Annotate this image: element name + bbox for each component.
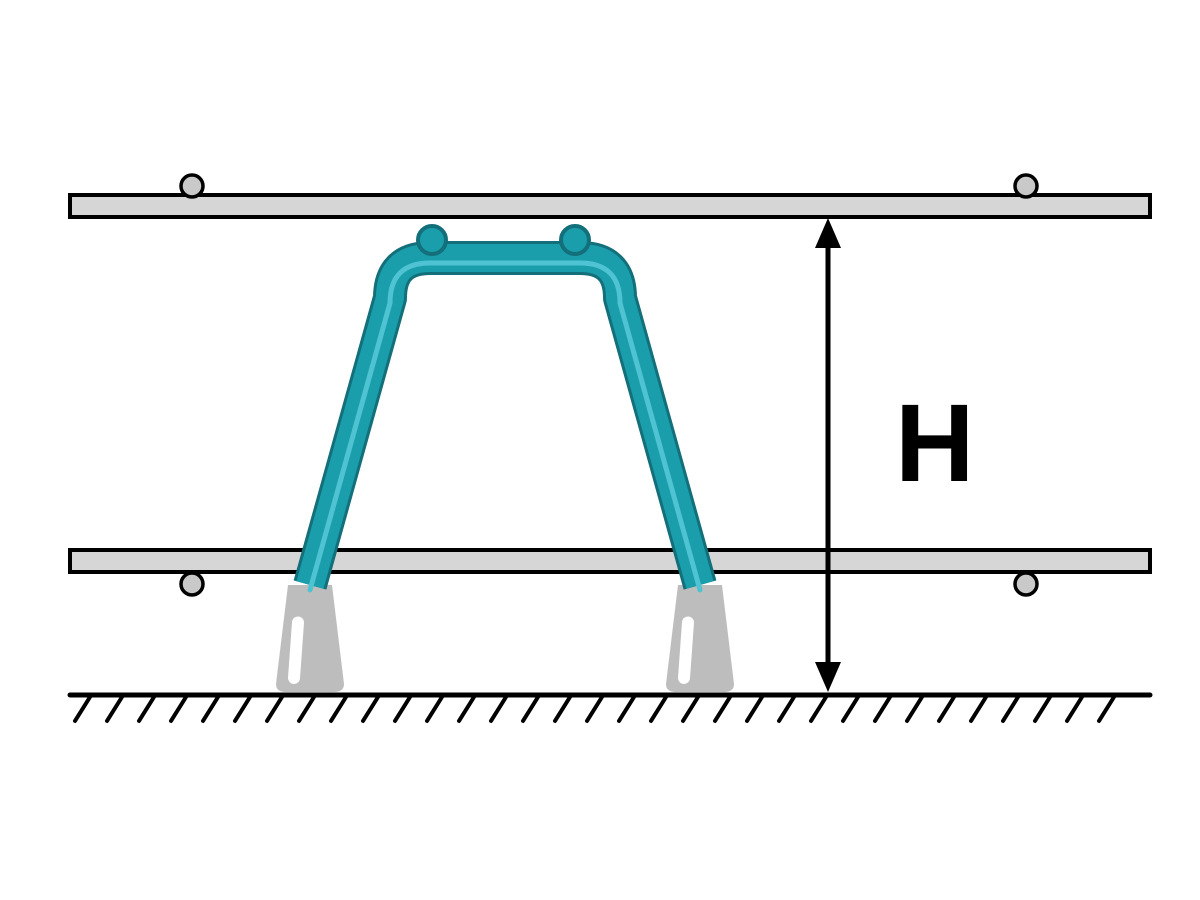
- chair-frame: [310, 258, 700, 585]
- dimension-arrow-top: [815, 218, 841, 248]
- chair-foot-1: [666, 585, 734, 692]
- diagram-canvas: [0, 0, 1200, 900]
- upper-rebar-tie-0: [181, 175, 203, 197]
- ground-hatching: [75, 697, 1114, 721]
- chair-knob-0: [418, 226, 446, 254]
- chair-foot-highlight-0: [294, 622, 298, 678]
- dimension-arrow-bottom: [815, 662, 841, 692]
- upper-rebar-tie-1: [1015, 175, 1037, 197]
- upper-rebar: [70, 195, 1150, 217]
- chair-foot-0: [276, 585, 344, 692]
- lower-rebar-tie-1: [1015, 573, 1037, 595]
- chair-foot-highlight-1: [684, 622, 688, 678]
- lower-rebar: [70, 550, 1150, 572]
- chair-knob-1: [561, 226, 589, 254]
- lower-rebar-tie-0: [181, 573, 203, 595]
- dimension-h-label: H: [895, 380, 974, 507]
